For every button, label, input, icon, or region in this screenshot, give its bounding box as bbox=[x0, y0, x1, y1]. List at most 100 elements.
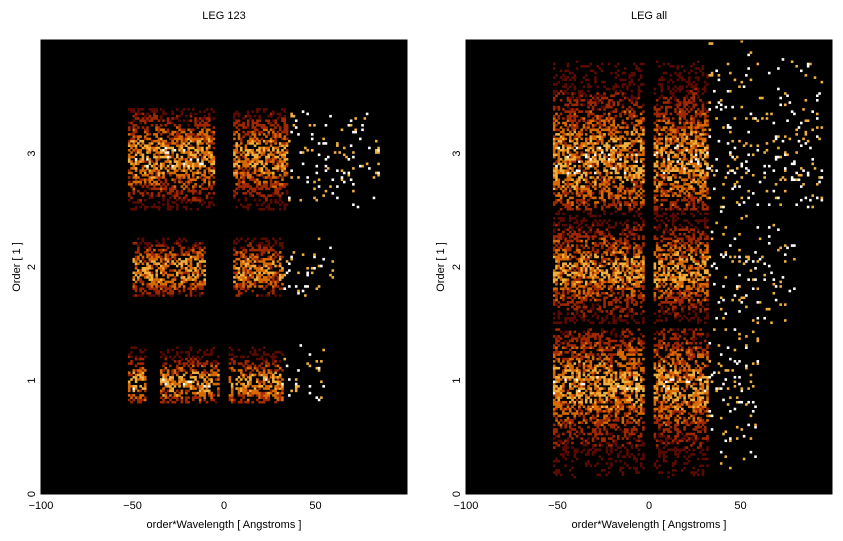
heatmap-cell bbox=[580, 133, 583, 136]
heatmap-cell bbox=[584, 346, 588, 350]
heatmap-cell bbox=[331, 269, 335, 272]
heatmap-cell bbox=[237, 394, 241, 397]
heatmap-cell bbox=[591, 69, 595, 73]
heatmap-cell bbox=[589, 207, 593, 211]
heatmap-cell bbox=[169, 119, 172, 123]
heatmap-cell bbox=[342, 153, 346, 157]
heatmap-cell bbox=[212, 183, 216, 186]
heatmap-cell bbox=[235, 382, 239, 386]
heatmap-cell bbox=[566, 167, 570, 170]
heatmap-cell bbox=[559, 321, 563, 325]
heatmap-cell bbox=[203, 178, 206, 182]
heatmap-cell bbox=[148, 180, 152, 184]
heatmap-cell bbox=[274, 355, 277, 359]
heatmap-cell bbox=[596, 432, 599, 436]
heatmap-cell bbox=[575, 287, 579, 290]
heatmap-cell bbox=[251, 189, 255, 193]
heatmap-cell bbox=[233, 400, 236, 404]
heatmap-cell bbox=[600, 410, 604, 413]
heatmap-cell bbox=[237, 135, 241, 138]
heatmap-cell bbox=[322, 137, 325, 141]
heatmap-cell bbox=[237, 369, 241, 372]
heatmap-cell bbox=[153, 260, 156, 263]
heatmap-cell bbox=[564, 85, 567, 88]
heatmap-cell bbox=[562, 133, 565, 136]
heatmap-cell bbox=[246, 169, 250, 172]
heatmap-cell bbox=[132, 133, 136, 136]
heatmap-cell bbox=[143, 146, 147, 150]
heatmap-cell bbox=[315, 171, 319, 175]
heatmap-cell bbox=[178, 282, 181, 286]
heatmap-cell bbox=[573, 117, 577, 120]
heatmap-cell bbox=[139, 144, 142, 147]
heatmap-cell bbox=[191, 375, 195, 379]
heatmap-cell bbox=[564, 178, 567, 182]
heatmap-cell bbox=[594, 214, 597, 218]
heatmap-cell bbox=[596, 387, 599, 390]
heatmap-cell bbox=[283, 142, 287, 145]
heatmap-cell bbox=[237, 185, 241, 188]
heatmap-cell bbox=[175, 273, 179, 277]
heatmap-cell bbox=[573, 171, 577, 175]
heatmap-cell bbox=[557, 350, 561, 354]
heatmap-cell bbox=[191, 176, 195, 179]
heatmap-cell bbox=[180, 280, 184, 284]
heatmap-cell bbox=[573, 276, 577, 279]
heatmap-cell bbox=[584, 167, 588, 170]
heatmap-cell bbox=[580, 337, 583, 340]
heatmap-cell bbox=[317, 185, 321, 188]
heatmap-cell bbox=[575, 139, 579, 143]
heatmap-cell bbox=[566, 144, 570, 147]
heatmap-cell bbox=[175, 198, 179, 202]
heatmap-cell bbox=[139, 108, 142, 111]
heatmap-cell bbox=[594, 344, 597, 347]
heatmap-cell bbox=[587, 310, 590, 313]
heatmap-cell bbox=[230, 396, 234, 399]
heatmap-cell bbox=[575, 369, 579, 372]
heatmap-cell bbox=[571, 473, 574, 477]
heatmap-cell bbox=[148, 137, 152, 141]
heatmap-cell bbox=[573, 119, 577, 123]
heatmap-cell bbox=[182, 148, 186, 152]
heatmap-cell bbox=[578, 407, 581, 411]
heatmap-cell bbox=[233, 160, 236, 163]
heatmap-cell bbox=[571, 217, 574, 220]
heatmap-cell bbox=[187, 178, 190, 182]
heatmap-cell bbox=[262, 171, 266, 175]
heatmap-cell bbox=[137, 276, 140, 279]
heatmap-cell bbox=[166, 128, 170, 132]
heatmap-cell bbox=[166, 151, 170, 154]
heatmap-cell bbox=[552, 471, 556, 474]
heatmap-cell bbox=[191, 139, 195, 143]
heatmap-cell bbox=[582, 164, 586, 168]
heatmap-cell bbox=[233, 162, 236, 166]
heatmap-cell bbox=[596, 412, 599, 415]
heatmap-cell bbox=[568, 425, 572, 429]
heatmap-cell bbox=[573, 251, 577, 254]
heatmap-cell bbox=[605, 462, 609, 465]
heatmap-cell bbox=[559, 219, 563, 222]
heatmap-cell bbox=[580, 271, 583, 275]
heatmap-cell bbox=[580, 394, 583, 397]
heatmap-cell bbox=[242, 364, 245, 368]
heatmap-cell bbox=[196, 364, 200, 368]
heatmap-cell bbox=[555, 396, 558, 399]
heatmap-cell bbox=[198, 185, 202, 188]
heatmap-cell bbox=[162, 128, 165, 132]
heatmap-cell bbox=[600, 316, 604, 320]
heatmap-cell bbox=[276, 151, 280, 154]
heatmap-cell bbox=[187, 160, 190, 163]
heatmap-cell bbox=[589, 162, 593, 166]
heatmap-cell bbox=[278, 278, 282, 281]
chart-title: LEG 123 bbox=[202, 10, 245, 22]
heatmap-cell bbox=[171, 282, 174, 286]
heatmap-cell bbox=[249, 142, 252, 145]
heatmap-cell bbox=[205, 119, 209, 123]
heatmap-cell bbox=[281, 382, 284, 386]
heatmap-cell bbox=[603, 353, 606, 356]
heatmap-cell bbox=[582, 264, 586, 268]
heatmap-cell bbox=[317, 285, 321, 288]
heatmap-cell bbox=[600, 332, 604, 336]
heatmap-cell bbox=[155, 155, 158, 159]
heatmap-cell bbox=[603, 212, 606, 216]
